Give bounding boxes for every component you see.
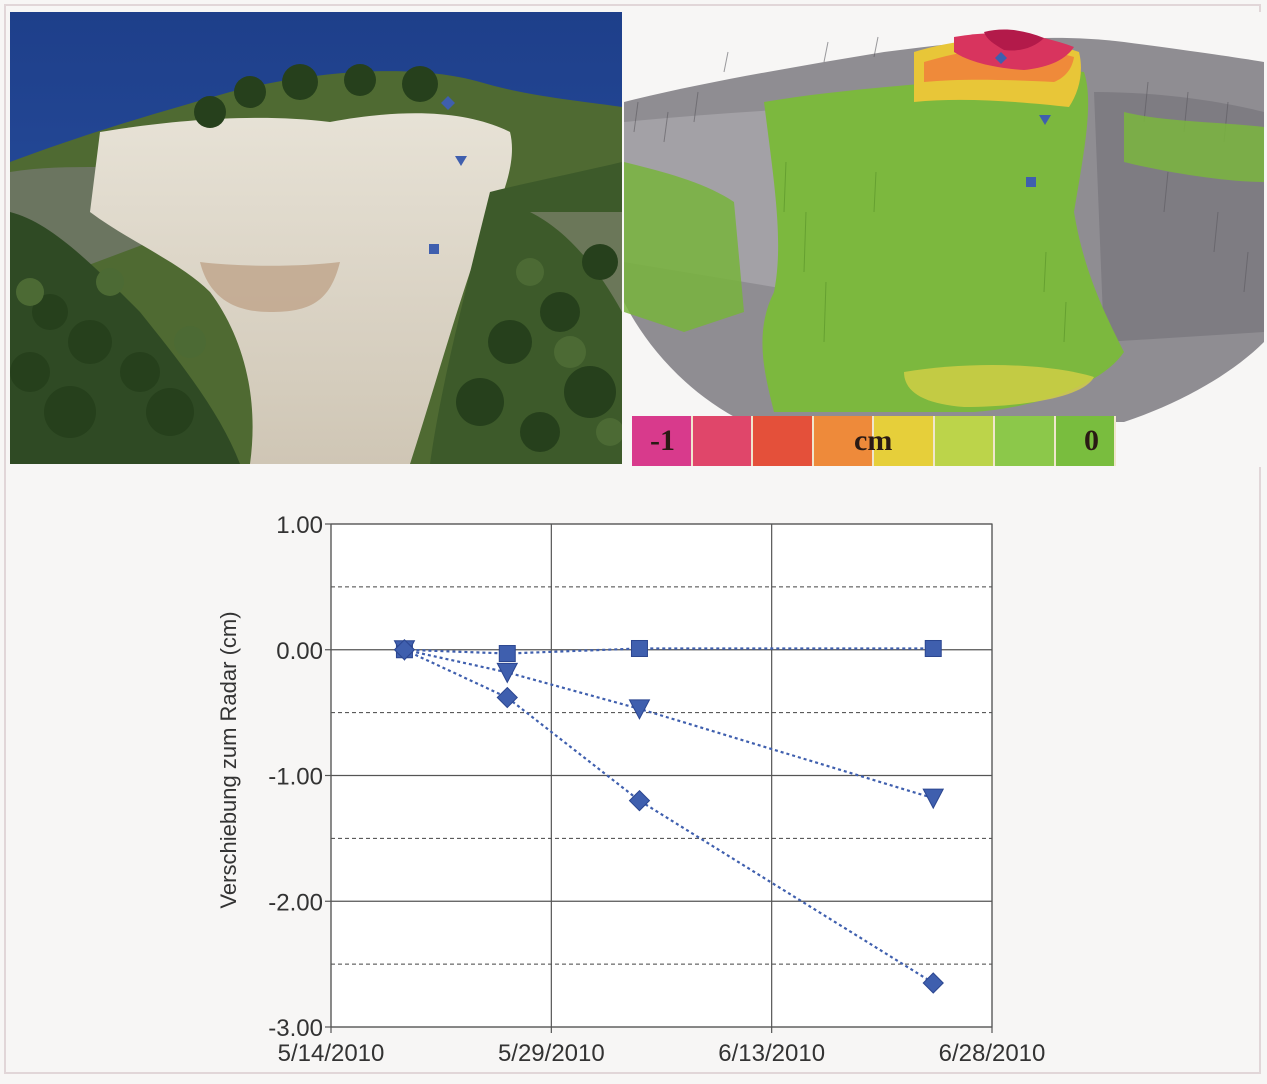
square-marker-icon bbox=[1026, 177, 1036, 187]
triangle-point bbox=[628, 699, 651, 720]
diamond-point bbox=[393, 639, 416, 661]
scale-segment bbox=[632, 416, 693, 466]
diamond-point bbox=[922, 972, 944, 994]
diamond-marker-icon bbox=[995, 52, 1007, 64]
x-tick-label: 6/28/2010 bbox=[939, 1040, 1046, 1067]
scale-segment bbox=[753, 416, 814, 466]
y-tick-label: 0.00 bbox=[276, 638, 323, 665]
photo-diamond bbox=[441, 96, 455, 110]
square-point bbox=[630, 639, 648, 657]
triangle-marker-icon bbox=[455, 156, 467, 166]
diamond-point bbox=[496, 686, 518, 709]
diamond-point bbox=[628, 789, 651, 812]
triangle-point bbox=[922, 788, 945, 810]
scale-segment bbox=[995, 416, 1056, 466]
figure-frame bbox=[4, 4, 1261, 1074]
x-tick-label: 6/13/2010 bbox=[718, 1040, 825, 1067]
radar-3d-render bbox=[624, 12, 1264, 467]
scale-segment bbox=[1055, 416, 1116, 466]
scale-max-label: 0 bbox=[1084, 424, 1099, 457]
scale-segment bbox=[874, 416, 935, 466]
displacement-chart: 1.00 0.00 -1.00 -2.00 -3.00 5/14/2010 5/29/20… bbox=[0, 470, 1267, 1079]
square-marker-icon bbox=[429, 244, 439, 254]
y-tick-label: 1.00 bbox=[276, 512, 323, 539]
triangle-point bbox=[496, 662, 519, 684]
landslide-photo bbox=[10, 12, 622, 464]
y-tick-label: -1.00 bbox=[268, 764, 323, 791]
x-tick-label: 5/14/2010 bbox=[278, 1040, 385, 1067]
y-tick-label: -2.00 bbox=[268, 889, 323, 916]
triangle-marker-icon bbox=[1039, 115, 1051, 125]
scale-segment bbox=[934, 416, 995, 466]
series-line-square bbox=[404, 647, 934, 655]
scale-unit-label: cm bbox=[854, 424, 893, 457]
y-tick-label: -3.00 bbox=[268, 1015, 323, 1042]
scale-segment bbox=[813, 416, 874, 466]
square-point bbox=[498, 645, 516, 663]
diamond-marker-icon bbox=[441, 96, 455, 110]
series-line-diamond bbox=[403, 648, 934, 984]
displacement-color-scale: -1 cm 0 bbox=[632, 416, 1116, 466]
y-axis-label: Verschiebung zum Radar (cm) bbox=[216, 611, 241, 908]
square-point bbox=[924, 639, 942, 657]
x-tick-label: 5/29/2010 bbox=[498, 1040, 605, 1067]
scale-segment bbox=[692, 416, 753, 466]
chart-svg: 1.00 0.00 -1.00 -2.00 -3.00 5/14/2010 5/29/20… bbox=[216, 512, 1046, 1067]
scale-min-label: -1 bbox=[650, 424, 675, 457]
